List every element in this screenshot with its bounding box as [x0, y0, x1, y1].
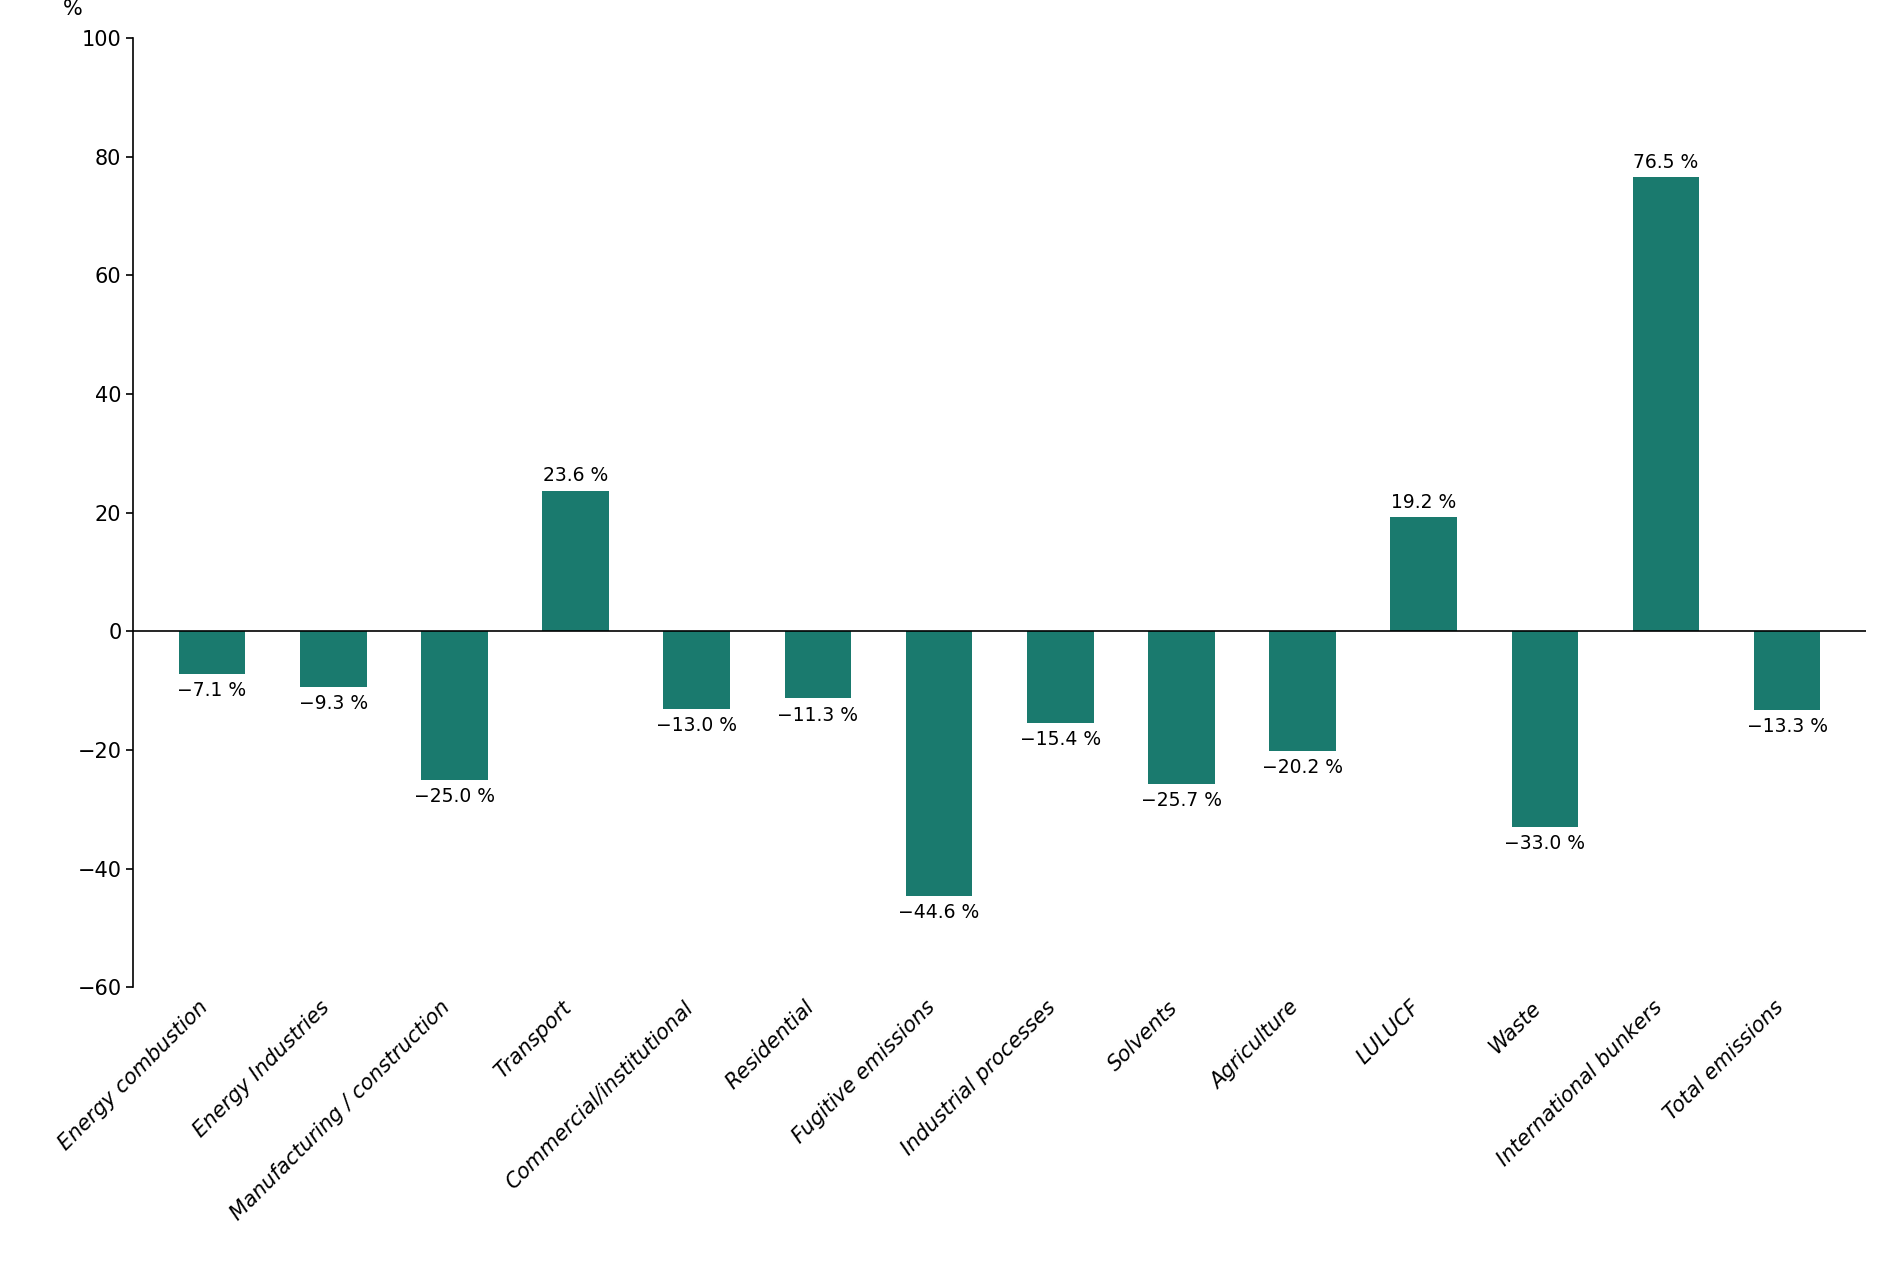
Bar: [301, 632, 366, 686]
Text: 19.2 %: 19.2 %: [1392, 492, 1457, 511]
Text: −11.3 %: −11.3 %: [777, 705, 859, 724]
Bar: [1390, 518, 1457, 632]
Text: −9.3 %: −9.3 %: [299, 694, 367, 713]
Bar: [1632, 177, 1698, 632]
Text: −7.1 %: −7.1 %: [177, 681, 248, 700]
Text: 76.5 %: 76.5 %: [1634, 152, 1698, 171]
Text: −25.7 %: −25.7 %: [1140, 791, 1222, 810]
Bar: [179, 632, 246, 674]
Text: 23.6 %: 23.6 %: [543, 466, 607, 485]
Text: −44.6 %: −44.6 %: [899, 903, 981, 922]
Y-axis label: %: %: [63, 0, 82, 19]
Text: −25.0 %: −25.0 %: [413, 787, 495, 806]
Text: −13.0 %: −13.0 %: [657, 715, 737, 734]
Bar: [784, 632, 851, 699]
Text: −20.2 %: −20.2 %: [1262, 758, 1342, 777]
Bar: [663, 632, 729, 709]
Bar: [1026, 632, 1093, 723]
Bar: [1148, 632, 1215, 784]
Bar: [1512, 632, 1578, 827]
Text: −33.0 %: −33.0 %: [1504, 834, 1586, 853]
Bar: [421, 632, 487, 780]
Bar: [543, 491, 609, 632]
Bar: [906, 632, 973, 896]
Bar: [1754, 632, 1820, 710]
Text: −13.3 %: −13.3 %: [1746, 718, 1828, 737]
Bar: [1270, 632, 1337, 751]
Text: −15.4 %: −15.4 %: [1021, 730, 1101, 749]
